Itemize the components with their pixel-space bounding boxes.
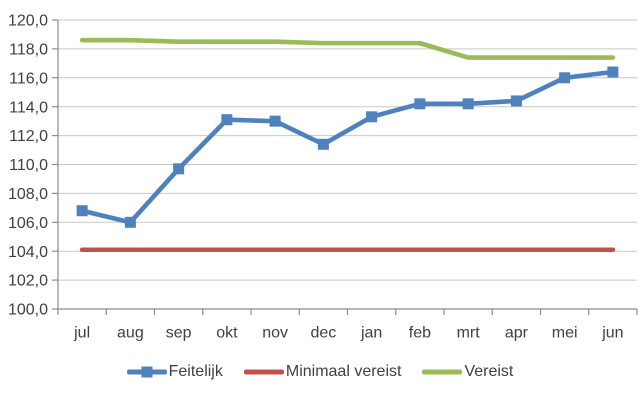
feitelijk-swatch-marker-icon [141, 366, 153, 378]
vereist-swatch-line [422, 369, 463, 375]
data-point-marker [221, 114, 233, 126]
feitelijk-line-swatch [126, 366, 167, 378]
y-axis-labels: 100,0 102,0 104,0 106,0 108,0 110,0 112,0 114,0… [8, 13, 48, 319]
legend-label-vereist: Vereist [464, 363, 514, 380]
data-point-marker [366, 111, 378, 123]
x-axis-tick-label: aug [117, 325, 144, 342]
x-axis-tick-label: apr [505, 325, 529, 342]
x-axis-tick-label: jun [601, 325, 623, 342]
legend-label-feitelijk: Feitelijk [168, 363, 223, 380]
data-point-marker [124, 216, 136, 228]
data-point-marker [414, 98, 426, 110]
y-axis-tick-label: 114,0 [9, 99, 48, 116]
x-axis-tick-label: nov [262, 325, 288, 342]
y-axis-tick-label: 112,0 [9, 128, 48, 145]
y-axis-tick-label: 118,0 [9, 42, 48, 59]
y-axis-tick-label: 116,0 [9, 70, 48, 87]
minimaal-vereist-swatch-line [243, 369, 284, 375]
data-point-marker [76, 205, 88, 217]
data-point-marker [462, 98, 474, 110]
x-axis-tick-label: feb [409, 325, 431, 342]
x-axis-tick-label: dec [310, 325, 336, 342]
vereist-line-swatch [422, 366, 463, 378]
data-point-marker [559, 72, 571, 84]
x-axis-tick-label: okt [216, 325, 238, 342]
x-axis-tick-label: mei [552, 325, 578, 342]
y-axis-tick-label: 100,0 [8, 302, 48, 319]
data-point-marker [607, 66, 619, 78]
legend-label-minimaal-vereist: Minimaal vereist [285, 363, 402, 380]
y-axis-tick-label: 120,0 [8, 13, 48, 30]
legend-item-vereist: Vereist [422, 361, 513, 383]
x-axis-tick-label: jul [73, 325, 90, 342]
series-markers-feitelijk [76, 66, 619, 228]
y-axis-tick-label: 102,0 [8, 273, 48, 290]
x-axis-tick-label: mrt [457, 325, 481, 342]
legend-item-minimaal-vereist: Minimaal vereist [243, 361, 402, 383]
y-axis-tick-label: 106,0 [8, 215, 48, 232]
data-point-marker [269, 115, 281, 127]
axis-ticks [52, 19, 638, 315]
x-axis-labels: jul aug sep okt nov dec jan feb mrt apr mei jun [73, 325, 623, 342]
y-axis-tick-label: 104,0 [8, 244, 48, 261]
series-line-vereist [79, 37, 616, 60]
data-point-marker [173, 163, 185, 175]
series-line-feitelijk [79, 69, 616, 225]
data-point-marker [510, 95, 522, 107]
x-axis-tick-label: sep [166, 325, 192, 342]
y-axis-tick-label: 108,0 [8, 186, 48, 203]
legend-item-feitelijk: Feitelijk [126, 361, 223, 383]
chart-legend: Feitelijk Minimaal vereist Vereist [0, 361, 640, 383]
minimaal-vereist-line-swatch [243, 366, 284, 378]
x-axis-tick-label: jan [360, 325, 382, 342]
data-point-marker [317, 138, 329, 150]
y-axis-tick-label: 110,0 [9, 157, 48, 174]
